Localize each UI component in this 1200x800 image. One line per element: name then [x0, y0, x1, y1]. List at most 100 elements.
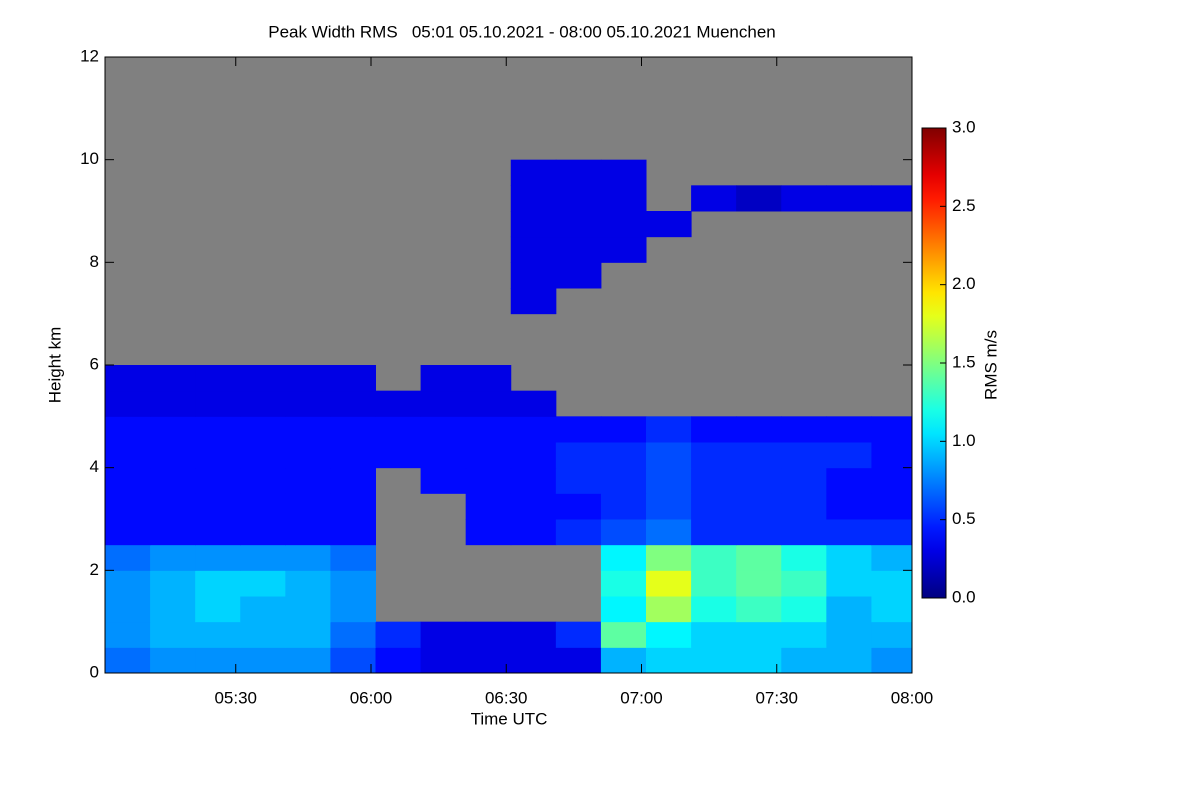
heatmap-cell: [510, 493, 557, 520]
heatmap-cell: [555, 467, 602, 494]
heatmap-cell: [105, 596, 151, 623]
colorbar-tick-label: 1.5: [952, 352, 976, 371]
heatmap-cell: [285, 544, 331, 571]
heatmap-cell: [465, 390, 512, 417]
heatmap-cell: [195, 596, 241, 623]
heatmap-cell: [510, 621, 557, 648]
heatmap-cell: [195, 570, 241, 597]
heatmap-cell: [195, 519, 241, 546]
heatmap-cell: [781, 493, 827, 520]
heatmap-cell: [105, 365, 151, 392]
y-tick-label: 8: [90, 252, 99, 271]
heatmap-cell: [871, 570, 913, 597]
heatmap-cell: [465, 621, 512, 648]
heatmap-cell: [285, 647, 331, 674]
heatmap-cell: [555, 442, 602, 469]
heatmap-cell: [510, 211, 557, 238]
x-tick-label: 07:30: [755, 688, 798, 707]
heatmap-cell: [330, 570, 377, 597]
heatmap-cell: [510, 185, 557, 212]
heatmap-cell: [195, 647, 241, 674]
heatmap-cell: [330, 365, 377, 392]
colorbar-tick-label: 0.5: [952, 509, 976, 528]
heatmap-cell: [150, 442, 196, 469]
heatmap-cell: [646, 621, 692, 648]
heatmap-cell: [555, 416, 602, 443]
heatmap-cell: [240, 390, 286, 417]
heatmap-cell: [736, 442, 782, 469]
heatmap-cell: [826, 570, 872, 597]
heatmap-cell: [330, 416, 377, 443]
heatmap-cell: [195, 442, 241, 469]
heatmap-cell: [691, 570, 737, 597]
heatmap-cell: [691, 647, 737, 674]
heatmap-cell: [600, 570, 647, 597]
heatmap-cell: [150, 416, 196, 443]
heatmap-cell: [330, 493, 377, 520]
heatmap-cell: [781, 416, 827, 443]
heatmap-cell: [105, 647, 151, 674]
heatmap-cell: [736, 596, 782, 623]
heatmap-cell: [826, 621, 872, 648]
heatmap-cell: [781, 519, 827, 546]
y-tick-label: 10: [80, 149, 99, 168]
colorbar-label: RMS m/s: [981, 330, 1000, 400]
heatmap-cell: [330, 442, 377, 469]
colorbar-tick-label: 1.0: [952, 431, 976, 450]
x-tick-label: 05:30: [214, 688, 257, 707]
heatmap-cell: [600, 467, 647, 494]
x-tick-label: 06:00: [350, 688, 393, 707]
heatmap-cell: [510, 519, 557, 546]
colorbar-tick-label: 0.0: [952, 587, 976, 606]
heatmap-cell: [420, 647, 467, 674]
colorbar-tick-label: 2.0: [952, 274, 976, 293]
heatmap-cell: [285, 621, 331, 648]
heatmap-cell: [646, 519, 692, 546]
heatmap-cell: [600, 236, 647, 263]
heatmap-cell: [736, 185, 782, 212]
heatmap-cell: [555, 159, 602, 186]
heatmap-cell: [285, 365, 331, 392]
heatmap-cell: [691, 493, 737, 520]
heatmap-cell: [420, 390, 467, 417]
heatmap-cell: [781, 544, 827, 571]
heatmap-cell: [736, 493, 782, 520]
heatmap-cell: [871, 185, 913, 212]
heatmap-cell: [736, 621, 782, 648]
heatmap-cell: [510, 416, 557, 443]
heatmap-cell: [375, 390, 422, 417]
heatmap-cell: [691, 544, 737, 571]
heatmap-cell: [375, 442, 422, 469]
heatmap-cell: [555, 519, 602, 546]
heatmap-cell: [871, 442, 913, 469]
heatmap-cell: [150, 519, 196, 546]
heatmap-cell: [150, 390, 196, 417]
heatmap-cell: [781, 596, 827, 623]
heatmap-cell: [240, 416, 286, 443]
heatmap-cell: [600, 519, 647, 546]
x-axis-label: Time UTC: [471, 709, 548, 728]
heatmap-cell: [150, 544, 196, 571]
x-tick-label: 08:00: [891, 688, 934, 707]
heatmap-cell: [736, 519, 782, 546]
heatmap-cell: [105, 544, 151, 571]
heatmap-cell: [555, 185, 602, 212]
heatmap-cell: [646, 596, 692, 623]
heatmap-cell: [375, 416, 422, 443]
heatmap-cell: [285, 416, 331, 443]
heatmap-cell: [510, 390, 557, 417]
heatmap-cell: [510, 159, 557, 186]
heatmap-cell: [646, 647, 692, 674]
heatmap-cell: [600, 185, 647, 212]
heatmap-cell: [150, 493, 196, 520]
heatmap-cell: [465, 416, 512, 443]
y-tick-label: 0: [90, 662, 99, 681]
heatmap-cell: [330, 596, 377, 623]
heatmap-cell: [195, 416, 241, 443]
heatmap-cell: [781, 467, 827, 494]
heatmap-cell: [826, 544, 872, 571]
heatmap-cell: [420, 416, 467, 443]
heatmap-cell: [781, 621, 827, 648]
heatmap-cell: [691, 185, 737, 212]
heatmap-cell: [781, 570, 827, 597]
